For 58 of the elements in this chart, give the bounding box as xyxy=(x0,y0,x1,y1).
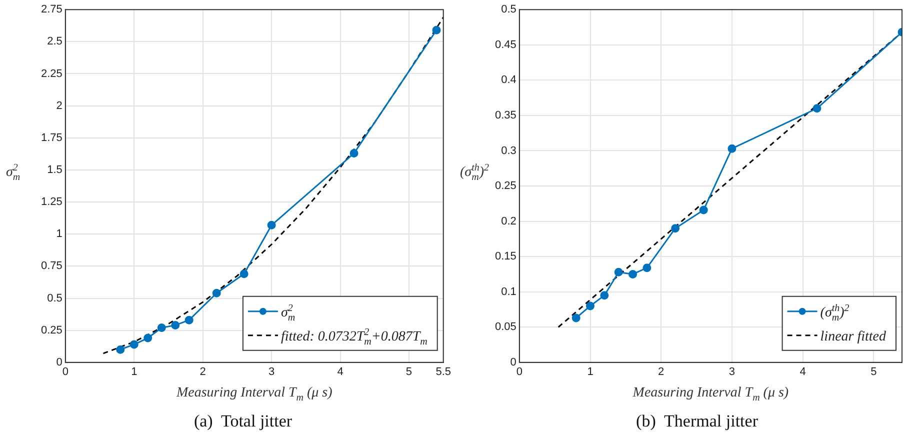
y-tick-label: 0.4 xyxy=(501,74,516,86)
point xyxy=(350,149,358,158)
y-tick-label: 0.25 xyxy=(40,324,62,336)
point xyxy=(699,206,708,214)
point xyxy=(116,345,125,354)
y-tick-label: 2.75 xyxy=(40,4,62,16)
text: (a) Total jitter xyxy=(194,411,292,430)
y-tick-label: 0.5 xyxy=(47,292,62,304)
x-tick-label: 3 xyxy=(728,366,736,378)
y-tick-label: 0.25 xyxy=(494,180,516,192)
y-tick-label: 0.3 xyxy=(501,144,516,157)
x-tick-label: 5.5 xyxy=(436,366,452,378)
point xyxy=(212,288,221,298)
x-tick-label: 2 xyxy=(658,366,664,378)
y-tick-label: 0.15 xyxy=(494,250,516,263)
point xyxy=(642,264,652,272)
y-tick-label: 1.25 xyxy=(40,196,62,208)
point xyxy=(728,144,736,153)
point xyxy=(171,320,180,330)
y-tick-label: 2.5 xyxy=(47,36,62,48)
y-tick-label: 0 xyxy=(510,356,516,368)
y-tick-label: 0.05 xyxy=(494,321,516,334)
point xyxy=(184,316,194,324)
point xyxy=(157,324,166,332)
point xyxy=(267,220,276,230)
point xyxy=(586,302,595,310)
x-tick-label: 4 xyxy=(800,366,806,378)
y-tick-label: 0.1 xyxy=(501,286,516,298)
x-tick-label: 3 xyxy=(268,366,275,378)
x-tick-label: 5 xyxy=(406,366,412,378)
point xyxy=(130,340,138,349)
point xyxy=(432,26,441,34)
text: (b) Thermal jitter xyxy=(636,411,758,430)
y-tick-label: 0.5 xyxy=(501,4,516,16)
point xyxy=(614,268,623,276)
point xyxy=(628,270,638,278)
y-tick-label: 0.45 xyxy=(494,38,516,51)
y-tick-label: 0.35 xyxy=(494,109,516,122)
point xyxy=(572,314,580,322)
y-tick-label: 1.75 xyxy=(40,132,62,144)
point xyxy=(600,291,609,300)
x-tick-label: 1 xyxy=(131,366,138,378)
y-tick-label: 1.5 xyxy=(47,164,62,176)
y-tick-label: 2.25 xyxy=(40,68,62,80)
y-tick-label: 1 xyxy=(56,228,62,240)
x-tick-label: 1 xyxy=(587,366,594,378)
y-tick-label: 2 xyxy=(56,100,62,112)
x-tick-label: 5 xyxy=(870,366,877,378)
point xyxy=(240,270,248,278)
x-tick-label: 4 xyxy=(337,366,344,378)
x-tick-label: 2 xyxy=(200,366,206,378)
point xyxy=(671,224,680,233)
y-tick-label: 0 xyxy=(56,356,62,368)
point xyxy=(144,334,152,342)
y-tick-label: 0.75 xyxy=(40,260,62,272)
point xyxy=(812,104,822,113)
y-tick-label: 0.2 xyxy=(501,215,516,228)
legend-label: linear fitted xyxy=(820,329,887,344)
